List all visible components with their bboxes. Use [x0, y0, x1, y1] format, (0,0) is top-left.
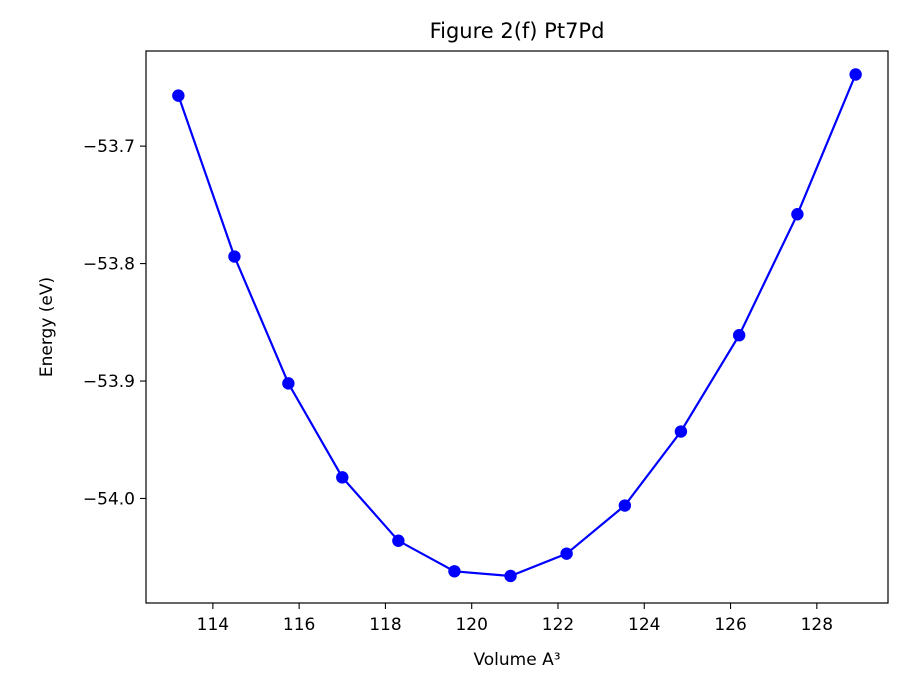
data-point [448, 565, 461, 578]
data-point [732, 329, 746, 342]
series-points [172, 68, 862, 583]
y-tick-label: −53.8 [83, 255, 135, 275]
data-point [560, 547, 573, 560]
x-tick-label: 118 [369, 615, 401, 635]
data-point [618, 499, 632, 512]
data-point [504, 569, 517, 583]
data-point [282, 377, 295, 390]
plot-frame [145, 50, 889, 604]
data-point [791, 208, 804, 221]
x-tick-label: 126 [714, 615, 746, 635]
y-tick-label: −54.0 [83, 489, 135, 509]
x-tick-label: 116 [283, 615, 315, 635]
y-axis-label: Energy (eV) [37, 277, 57, 377]
x-tick-label: 114 [197, 615, 229, 635]
data-point [228, 250, 241, 263]
data-point [172, 89, 185, 102]
y-tick-label: −53.7 [83, 137, 135, 157]
x-tick-label: 128 [801, 615, 833, 635]
data-point [849, 68, 862, 81]
data-point [674, 425, 688, 438]
x-axis-label: Volume A³ [473, 650, 560, 670]
x-tick-label: 124 [628, 615, 660, 635]
x-axis-ticks: 114 116 118 120 122 124 126 128 [197, 603, 833, 635]
x-tick-label: 122 [542, 615, 574, 635]
data-point [392, 534, 405, 547]
x-tick-label: 120 [455, 615, 487, 635]
chart-title: Figure 2(f) Pt7Pd [430, 19, 605, 43]
y-tick-label: −53.9 [83, 372, 135, 392]
y-axis-ticks: −53.7 −53.8 −53.9 −54.0 [83, 137, 146, 509]
data-point [336, 471, 349, 484]
